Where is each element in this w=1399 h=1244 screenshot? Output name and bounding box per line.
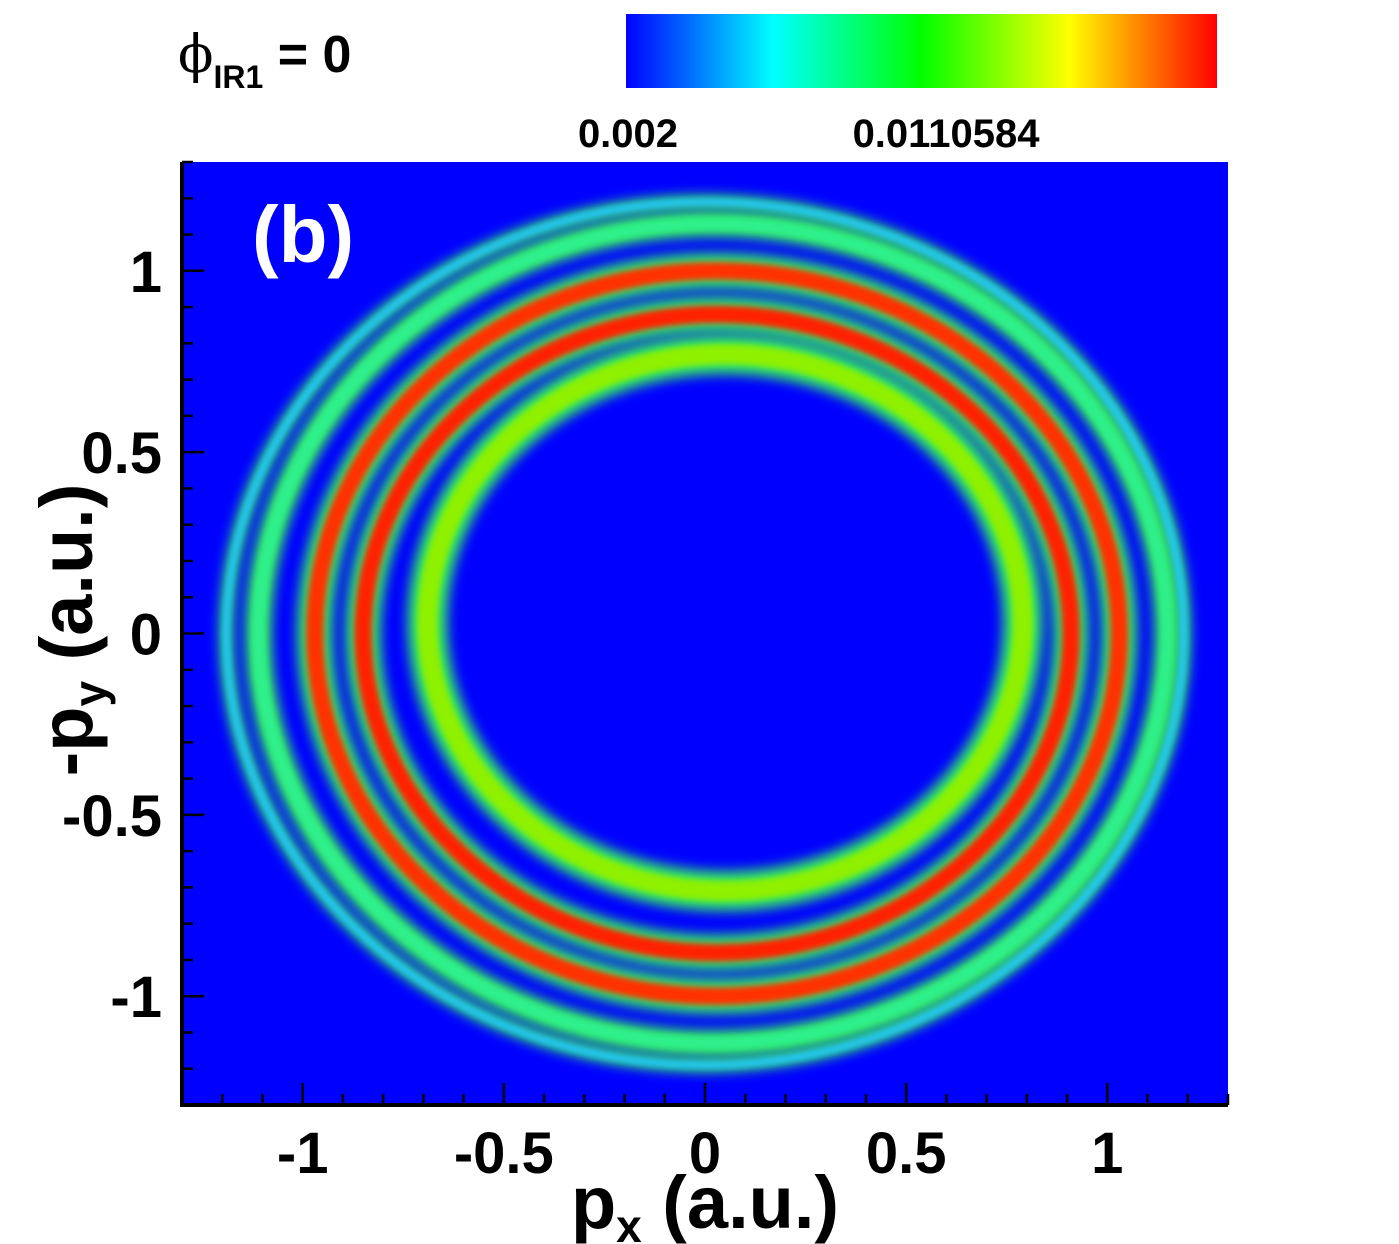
middle-ring-1 xyxy=(354,305,1080,962)
y-tick-label: -0.5 xyxy=(62,784,162,849)
panel-label: (b) xyxy=(252,190,354,279)
inner-spiral-ring xyxy=(417,344,1033,901)
x-tick-label: 0.5 xyxy=(866,1121,947,1186)
x-axis-label-rest: (a.u.) xyxy=(642,1161,839,1244)
phase-label: ϕIR1 = 0 xyxy=(178,25,351,95)
x-tick-label: -0.5 xyxy=(454,1121,554,1186)
phase-subscript: IR1 xyxy=(213,59,263,95)
x-tick-label: -1 xyxy=(277,1121,329,1186)
colorbar xyxy=(626,14,1217,88)
heatmap-plot-area xyxy=(182,162,1228,1105)
y-axis-label: -py (a.u.) xyxy=(25,484,116,777)
y-tick-label: 1 xyxy=(130,240,162,305)
x-tick-label: 0 xyxy=(689,1121,721,1186)
colorbar-tick-label: 0.0110584 xyxy=(853,112,1041,156)
y-tick-label: 0.5 xyxy=(81,421,162,486)
x-axis-label: px (a.u.) xyxy=(571,1161,839,1244)
y-axis-label-main: -p xyxy=(25,707,108,777)
middle-ring-2 xyxy=(305,261,1129,1006)
x-axis-label-main: p xyxy=(571,1161,616,1244)
colorbar-tick-label: 0.002 xyxy=(578,112,678,156)
axes: -1 -0.5 0 0.5 1 1 0.5 0 -0.5 -1 xyxy=(62,160,1230,1186)
y-tick-label: 0 xyxy=(130,603,162,668)
y-tick-label: -1 xyxy=(110,965,162,1030)
y-axis-label-sub: y xyxy=(64,681,116,707)
x-axis-label-sub: x xyxy=(616,1200,642,1244)
outer-ring xyxy=(251,217,1175,1050)
faint-outer-arc xyxy=(222,198,1188,1069)
phase-symbol: ϕ xyxy=(178,25,213,85)
x-tick-label: 1 xyxy=(1091,1121,1123,1186)
y-axis-label-rest: (a.u.) xyxy=(25,484,108,681)
phase-value: = 0 xyxy=(263,26,351,84)
